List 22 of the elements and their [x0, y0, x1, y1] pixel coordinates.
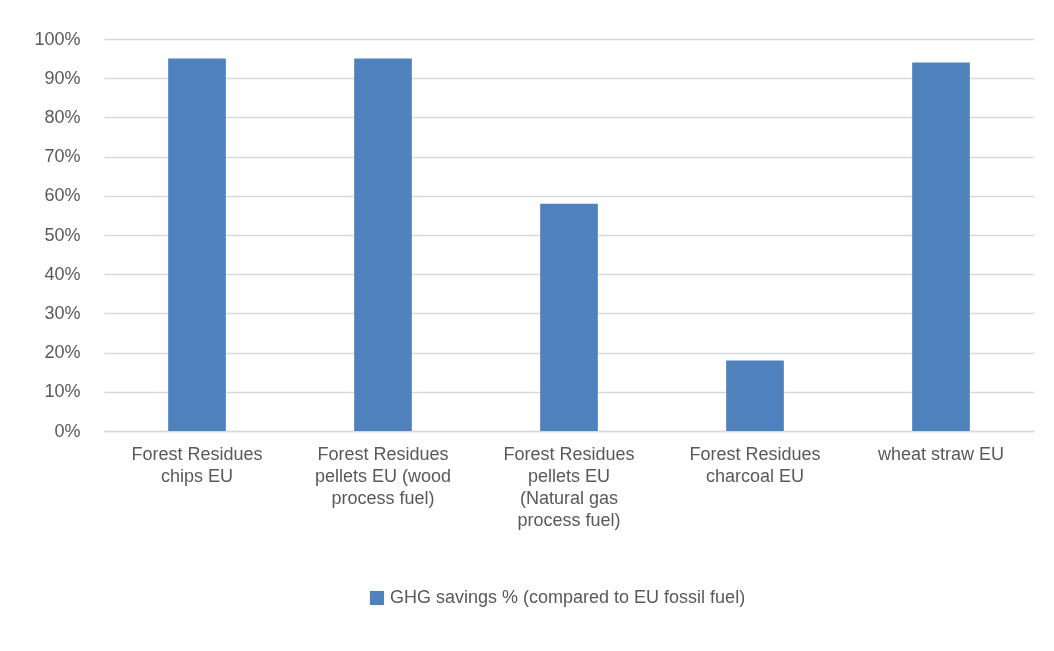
- bar: [726, 360, 784, 431]
- x-tick-label: Forest Residues charcoal EU: [689, 443, 821, 486]
- bar: [540, 203, 598, 431]
- legend-label: GHG savings % (compared to EU fossil fuel): [390, 587, 746, 607]
- bar: [168, 58, 226, 431]
- x-tick-label: Forest Residues pellets EU (wood process fuel): [314, 443, 452, 508]
- y-tick-label: 60%: [44, 185, 81, 206]
- y-tick-label: 70%: [44, 146, 81, 167]
- y-tick-label: 90%: [44, 67, 81, 88]
- x-tick-label: Forest Residues chips EU: [131, 443, 263, 486]
- x-tick-label: wheat straw EU: [876, 443, 1005, 464]
- y-tick-label: 20%: [44, 342, 81, 363]
- y-tick-label: 40%: [44, 263, 81, 284]
- y-tick-label: 0%: [54, 420, 81, 441]
- bar: [354, 58, 412, 431]
- y-tick-label: 80%: [44, 106, 81, 127]
- x-tick-label: Forest Residues pellets EU (Natural gas process fuel): [503, 443, 635, 530]
- y-tick-label: 100%: [34, 28, 81, 49]
- y-tick-label: 50%: [44, 224, 81, 245]
- bar: [912, 62, 970, 431]
- y-tick-label: 10%: [44, 381, 81, 402]
- y-tick-label: 30%: [44, 302, 81, 323]
